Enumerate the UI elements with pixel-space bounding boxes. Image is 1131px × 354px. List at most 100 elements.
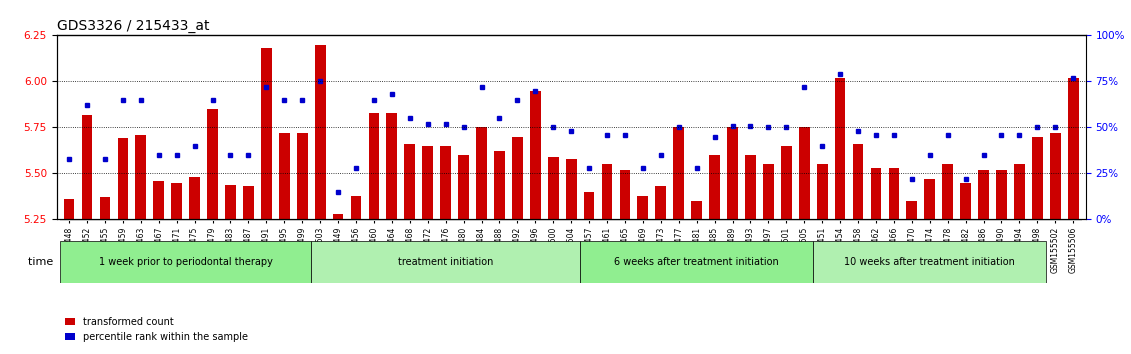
Bar [351,195,362,219]
Bar [706,219,724,221]
Bar [939,219,957,221]
Bar [849,219,867,221]
Bar [670,219,688,221]
Bar [136,135,146,219]
Bar [817,164,828,219]
Bar [530,91,541,219]
Bar [494,152,504,219]
Bar [1064,219,1082,221]
Bar [1031,137,1043,219]
Bar [311,241,580,283]
Bar [240,219,258,221]
Bar [906,201,917,219]
Bar [656,186,666,219]
Bar [921,219,939,221]
Bar [60,241,311,283]
Bar [225,184,236,219]
Bar [651,219,670,221]
Bar [476,127,486,219]
Bar [167,219,185,221]
Bar [204,219,222,221]
Bar [437,219,455,221]
Bar [903,219,921,221]
Bar [512,137,523,219]
Bar [691,201,702,219]
Bar [1068,78,1079,219]
Bar [458,155,469,219]
Bar [709,155,720,219]
Bar [566,159,577,219]
Bar [724,219,742,221]
Bar [780,146,792,219]
Legend: transformed count, percentile rank within the sample: transformed count, percentile rank withi… [61,313,252,346]
Text: 6 weeks after treatment initiation: 6 weeks after treatment initiation [614,257,779,267]
Bar [884,219,903,221]
Bar [311,219,329,221]
Bar [889,168,899,219]
Bar [547,157,559,219]
Bar [924,179,935,219]
Bar [975,219,993,221]
Bar [602,164,612,219]
Bar [96,219,114,221]
Bar [867,219,884,221]
Bar [562,219,580,221]
Text: GDS3326 / 215433_at: GDS3326 / 215433_at [57,19,209,33]
Text: treatment initiation: treatment initiation [398,257,493,267]
Bar [727,127,737,219]
Bar [1050,133,1061,219]
Bar [440,146,451,219]
Bar [132,219,149,221]
Bar [261,48,271,219]
Bar [742,219,759,221]
Bar [154,181,164,219]
Bar [745,155,756,219]
Bar [777,219,795,221]
Bar [63,199,75,219]
Bar [405,144,415,219]
Bar [638,195,648,219]
Bar [996,170,1007,219]
Bar [798,127,810,219]
Bar [81,115,93,219]
Bar [279,133,290,219]
Bar [258,219,275,221]
Bar [118,138,128,219]
Bar [365,219,383,221]
Bar [688,219,706,221]
Bar [960,183,972,219]
Bar [114,219,132,221]
Bar [1015,164,1025,219]
Bar [598,219,616,221]
Bar [673,127,684,219]
Bar [942,164,953,219]
Bar [993,219,1010,221]
Bar [831,219,849,221]
Bar [795,219,813,221]
Bar [580,219,598,221]
Bar [100,198,111,219]
Bar [422,146,433,219]
Bar [473,219,491,221]
Bar [853,144,863,219]
Bar [584,192,595,219]
Bar [275,219,293,221]
Bar [369,113,379,219]
Bar [296,133,308,219]
Bar [293,219,311,221]
Bar [616,219,633,221]
Bar [580,241,813,283]
Bar [383,219,400,221]
Bar [333,214,344,219]
Bar [1046,219,1064,221]
Bar [418,219,437,221]
Text: 1 week prior to periodontal therapy: 1 week prior to periodontal therapy [98,257,273,267]
Bar [185,219,204,221]
Bar [329,219,347,221]
Bar [171,183,182,219]
Bar [620,170,630,219]
Bar [813,241,1046,283]
Bar [633,219,651,221]
Bar [314,45,326,219]
Bar [222,219,240,221]
